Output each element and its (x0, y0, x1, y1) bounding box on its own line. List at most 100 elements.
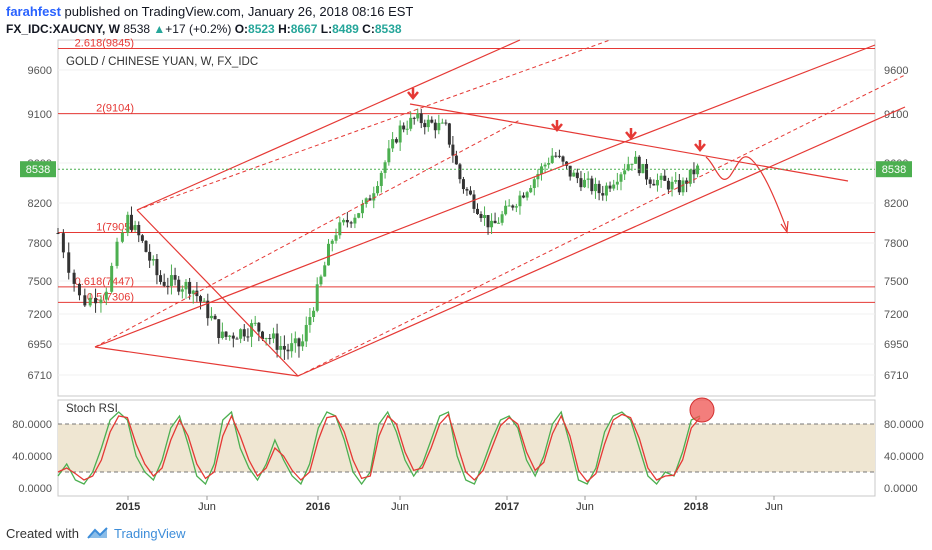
symbol-name: FX_IDC:XAUCNY, W (6, 22, 121, 36)
time-tick-label: Jun (391, 501, 409, 513)
candle-body (155, 258, 159, 276)
candle-body (550, 155, 554, 164)
fib-levels: 2.618(9845) 2(9104) 1(7905) 0.618(7447) 0.5(… (58, 37, 875, 303)
candle-body (440, 122, 444, 124)
candle-body (257, 322, 261, 332)
candle-body (475, 208, 479, 215)
down-arrow-icon (551, 120, 563, 132)
candle-body (579, 178, 583, 188)
dashed-median-line (94, 119, 521, 348)
candle-body (275, 333, 279, 350)
candle-body (681, 180, 685, 193)
candle-body (166, 285, 170, 287)
price-tag-value: 8538 (882, 164, 906, 176)
candle-body (688, 169, 692, 184)
price-tick-left: 9100 (28, 109, 52, 121)
candle-body (231, 335, 235, 339)
price-tick-right: 7500 (884, 276, 908, 288)
stoch-tick-right: 40.0000 (884, 451, 924, 463)
candle-body (213, 315, 217, 320)
candle-body (99, 299, 103, 304)
candle-body (405, 128, 409, 130)
candle-body (409, 117, 413, 129)
candle-body (412, 117, 416, 119)
candle-body (394, 139, 398, 143)
candle-body (458, 164, 462, 180)
candle-body (376, 185, 380, 194)
candle-body (529, 188, 533, 193)
candle-body (522, 195, 526, 198)
price-change: +17 (+0.2%) (165, 22, 232, 36)
candle-body (514, 206, 518, 208)
candle-body (634, 156, 638, 164)
candle-body (692, 169, 696, 175)
candle-body (253, 322, 257, 324)
candle-body (539, 166, 543, 174)
projection-curve (705, 156, 788, 231)
candle-body (290, 343, 294, 352)
price-tick-right: 9600 (884, 65, 908, 77)
candle-body (308, 317, 312, 325)
candle-body (696, 165, 700, 175)
candle-body (608, 185, 612, 189)
candle-body (191, 290, 195, 294)
low-label: L: (320, 22, 333, 36)
candle-body (224, 331, 228, 337)
chart-canvas[interactable]: 9600960091009100860086008200820078007800… (0, 0, 932, 518)
candle-body (312, 310, 316, 318)
candle-body (264, 338, 268, 340)
close-value: 8538 (374, 22, 402, 36)
price-tag-bg (876, 161, 912, 178)
stoch-series-line (57, 413, 701, 483)
candle-body (532, 179, 536, 189)
time-tick-label: Jun (198, 501, 216, 513)
open-value: 8523 (248, 22, 275, 36)
candle-body (479, 214, 483, 219)
tradingview-brand-link[interactable]: TradingView (114, 526, 186, 541)
stoch-title: Stoch RSI (66, 403, 118, 415)
candle-body (666, 180, 670, 190)
candle-body (383, 162, 387, 173)
candle-body (345, 219, 349, 223)
candle-body (334, 235, 338, 241)
fib-level-label: 2.618(9845) (75, 37, 134, 49)
price-tick-right: 6710 (884, 370, 908, 382)
candle-body (115, 241, 119, 266)
candle-body (72, 272, 76, 284)
candle-body (246, 336, 250, 338)
candle-body (387, 148, 391, 163)
candle-body (368, 198, 372, 201)
candle-body (497, 222, 501, 224)
high-label: H: (278, 22, 291, 36)
candle-body (518, 195, 522, 207)
trend-line (297, 106, 906, 377)
candle-body (140, 235, 144, 241)
candle-body (88, 297, 92, 306)
price-tick-left: 6710 (28, 370, 52, 382)
candle-body (177, 279, 181, 292)
candle-body (659, 175, 663, 180)
candle-body (554, 155, 558, 157)
created-with-label: Created with (6, 526, 79, 541)
candle-body (500, 214, 504, 223)
candle-body (419, 113, 423, 124)
candle-body (645, 164, 649, 180)
tradingview-logo-icon (87, 527, 108, 539)
price-tags: 8538 8538 (20, 161, 912, 178)
candle-body (297, 338, 301, 347)
candle-body (402, 125, 406, 130)
candle-body (652, 183, 656, 186)
candle-body (507, 205, 511, 207)
down-arrow-icon (625, 128, 637, 140)
author-link[interactable]: farahfest (6, 4, 61, 19)
candle-body (195, 290, 199, 297)
fib-level-label: 0.5(7306) (87, 291, 134, 303)
candle-body (565, 161, 569, 166)
fib-level-label: 1(7905) (96, 222, 134, 234)
time-tick-label: Jun (576, 501, 594, 513)
candle-body (94, 297, 98, 304)
price-tick-left: 7800 (28, 238, 52, 250)
candle-body (525, 192, 529, 198)
candle-body (511, 205, 515, 208)
candle-body (630, 163, 634, 165)
